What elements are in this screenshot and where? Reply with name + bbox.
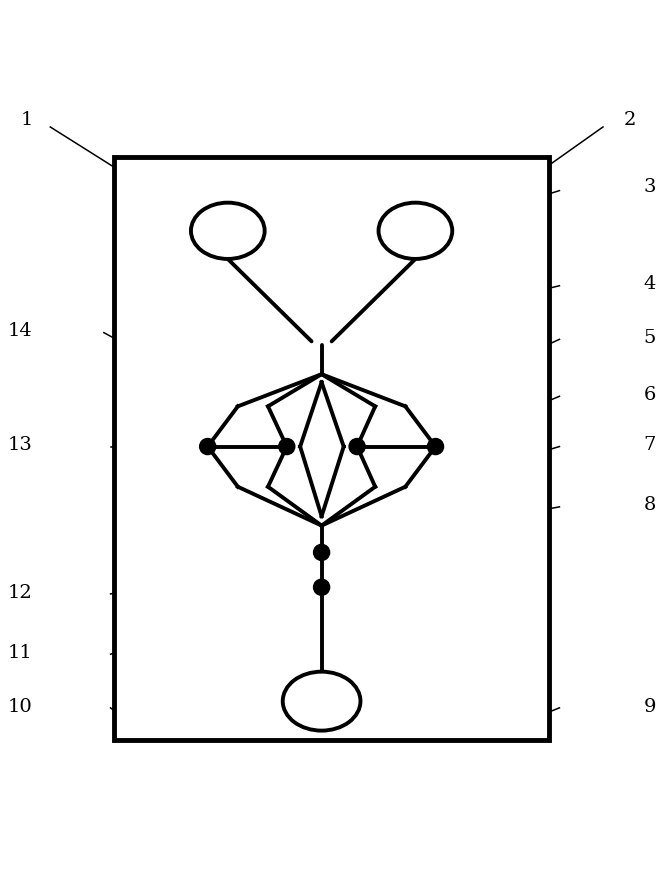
Text: 9: 9 <box>644 697 656 716</box>
Text: 13: 13 <box>7 436 33 454</box>
Text: 7: 7 <box>644 436 656 454</box>
Bar <box>114 157 549 740</box>
Text: 3: 3 <box>644 178 656 196</box>
Circle shape <box>279 438 295 454</box>
Text: 8: 8 <box>644 496 656 515</box>
Ellipse shape <box>191 203 265 259</box>
Text: 5: 5 <box>644 329 656 347</box>
Circle shape <box>427 438 444 454</box>
Text: 12: 12 <box>8 583 32 602</box>
Circle shape <box>349 438 365 454</box>
Ellipse shape <box>379 203 452 259</box>
Text: 4: 4 <box>644 275 656 294</box>
Circle shape <box>314 545 330 560</box>
Text: 1: 1 <box>21 111 33 129</box>
Ellipse shape <box>283 672 360 731</box>
Text: 10: 10 <box>8 697 32 716</box>
Circle shape <box>314 579 330 595</box>
Text: 2: 2 <box>624 111 636 129</box>
Text: 14: 14 <box>8 323 32 340</box>
Text: 11: 11 <box>8 644 32 662</box>
Circle shape <box>200 438 216 454</box>
Text: 6: 6 <box>644 386 656 404</box>
